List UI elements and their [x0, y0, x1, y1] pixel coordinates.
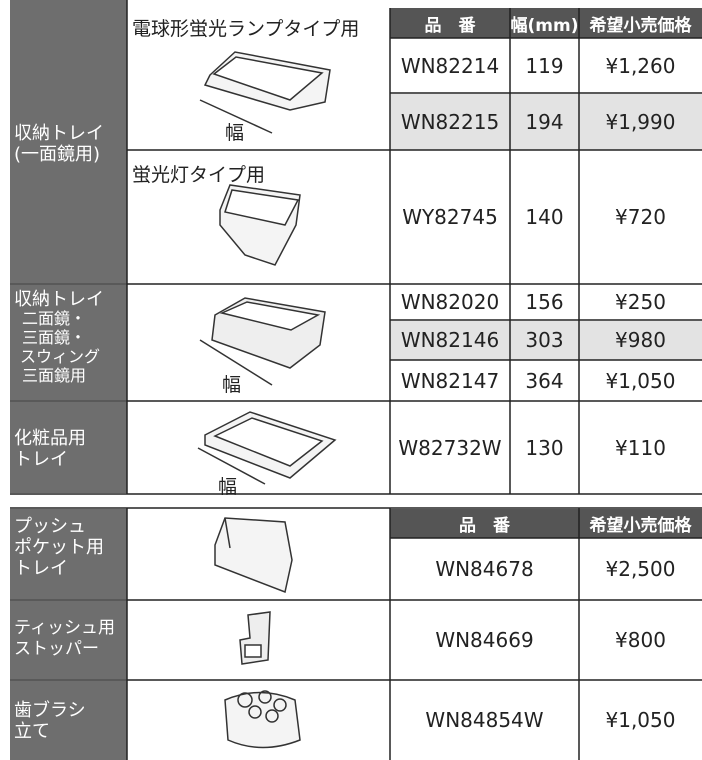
code: W82732W: [398, 435, 502, 460]
code: WN82147: [400, 368, 500, 393]
width-label: 幅: [218, 476, 238, 498]
label-line: トレイ: [14, 558, 68, 579]
price: ¥1,050: [605, 708, 676, 732]
row-label: 歯ブラシ 立て: [14, 700, 126, 742]
width: 130: [525, 435, 564, 460]
header: 希望小売価格: [589, 15, 692, 36]
price: ¥1,260: [605, 53, 676, 78]
subgroup-title: 蛍光灯タイプ用: [132, 164, 266, 186]
label-line: 収納トレイ: [14, 289, 104, 310]
label-line: 化粧品用: [14, 428, 86, 449]
label-line: 三面鏡・: [22, 328, 87, 347]
width: 156: [525, 290, 564, 314]
price: ¥110: [615, 435, 666, 460]
code: WN82146: [400, 328, 500, 352]
label-line: 収納トレイ: [14, 123, 104, 144]
code: WN84669: [435, 628, 534, 652]
label-line: プッシュ: [14, 516, 86, 537]
width: 303: [525, 328, 564, 352]
label-line: 立て: [14, 721, 50, 742]
price: ¥2,500: [605, 557, 676, 581]
width: 364: [525, 368, 564, 393]
label-line: 三面鏡用: [22, 366, 87, 385]
header: 品 番: [459, 515, 510, 536]
price: ¥1,050: [605, 368, 676, 393]
header: 幅(mm): [510, 15, 579, 36]
label-line: 二面鏡・: [22, 309, 87, 328]
label-line: ストッパー: [14, 639, 99, 659]
subgroup-title: 電球形蛍光ランプタイプ用: [132, 18, 360, 40]
label-line: ポケット用: [14, 537, 104, 558]
width: 140: [525, 205, 564, 229]
group-label: 化粧品用 トレイ: [14, 428, 126, 470]
width: 119: [525, 53, 564, 78]
label-line: (一面鏡用): [14, 144, 101, 165]
label-line: 歯ブラシ: [14, 700, 86, 721]
group-label: 収納トレイ 二面鏡・ 三面鏡・ スウィング 三面鏡用: [14, 290, 126, 385]
label-line: スウィング: [20, 347, 101, 366]
width-label: 幅: [222, 374, 242, 396]
price: ¥1,990: [605, 109, 676, 134]
code: WN84678: [435, 557, 534, 581]
label-line: ティッシュ用: [14, 618, 115, 638]
price: ¥250: [615, 290, 666, 314]
group-label: 収納トレイ (一面鏡用): [14, 123, 126, 165]
code: WN84854W: [425, 708, 544, 732]
price: ¥980: [615, 328, 666, 352]
header: 希望小売価格: [589, 515, 692, 536]
code: WY82745: [402, 205, 498, 229]
header: 品 番: [424, 15, 476, 36]
code: WN82020: [400, 290, 500, 314]
row-label: ティッシュ用 ストッパー: [14, 618, 126, 660]
code: WN82214: [400, 53, 500, 78]
row-label: プッシュ ポケット用 トレイ: [14, 516, 126, 579]
price: ¥720: [615, 205, 666, 229]
label-line: トレイ: [14, 449, 68, 470]
width: 194: [525, 109, 564, 134]
code: WN82215: [400, 109, 500, 134]
width-label: 幅: [225, 122, 245, 144]
price: ¥800: [615, 628, 666, 652]
